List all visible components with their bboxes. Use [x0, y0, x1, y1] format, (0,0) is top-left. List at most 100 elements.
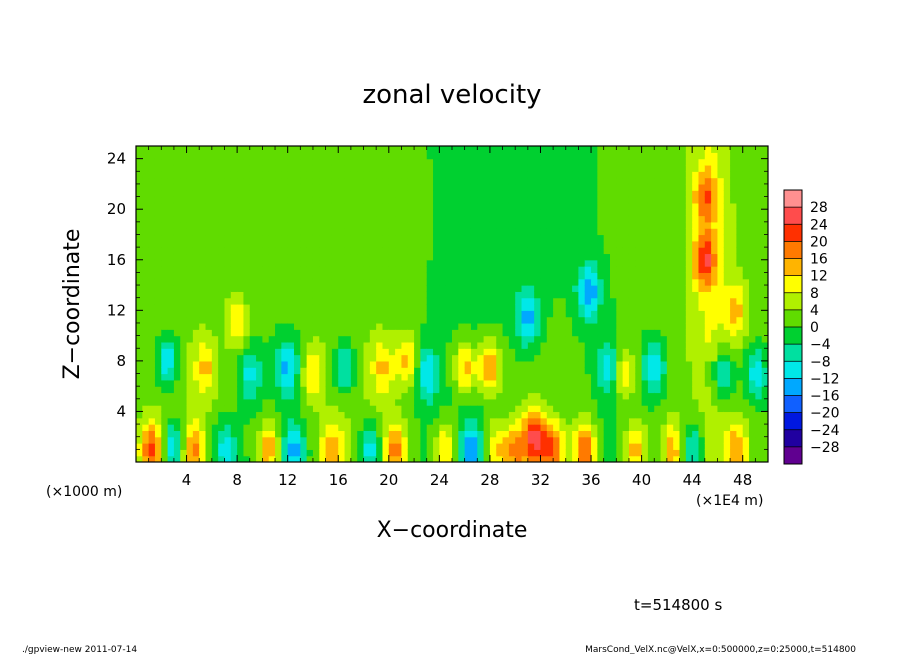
heatmap-cell [281, 291, 289, 299]
heatmap-cell [483, 405, 491, 413]
heatmap-cell [363, 247, 371, 255]
heatmap-cell [749, 405, 756, 413]
heatmap-cell [249, 183, 257, 191]
heatmap-cell [395, 196, 403, 204]
heatmap-cell [275, 322, 282, 330]
heatmap-cell [420, 360, 428, 368]
heatmap-cell [622, 322, 630, 330]
heatmap-cell [445, 405, 453, 413]
heatmap-cell [698, 247, 706, 255]
heatmap-cell [192, 240, 200, 248]
heatmap-cell [559, 297, 567, 305]
heatmap-cell [591, 449, 598, 457]
heatmap-cell [572, 436, 579, 444]
heatmap-cell [717, 228, 725, 236]
heatmap-cell [136, 310, 143, 318]
heatmap-cell [730, 373, 737, 381]
heatmap-cell [186, 285, 194, 292]
heatmap-cell [268, 360, 276, 368]
heatmap-cell [654, 373, 662, 381]
heatmap-cell [275, 278, 282, 286]
heatmap-cell [388, 379, 396, 387]
heatmap-cell [205, 304, 213, 311]
heatmap-cell [591, 411, 598, 419]
heatmap-cell [256, 291, 263, 299]
heatmap-cell [698, 228, 706, 236]
heatmap-cell [666, 164, 674, 172]
heatmap-cell [502, 272, 510, 280]
heatmap-cell [704, 373, 712, 381]
heatmap-cell [540, 360, 548, 368]
heatmap-cell [704, 392, 712, 400]
heatmap-cell [344, 443, 352, 450]
heatmap-cell [262, 430, 270, 438]
heatmap-cell [331, 373, 339, 381]
heatmap-cell [730, 348, 737, 356]
heatmap-cell [641, 164, 649, 172]
heatmap-cell [287, 240, 295, 248]
heatmap-cell [199, 379, 207, 387]
heatmap-cell [534, 335, 542, 343]
heatmap-cell [287, 297, 295, 305]
heatmap-cell [230, 272, 238, 280]
heatmap-cell [660, 379, 668, 387]
heatmap-cell [496, 158, 504, 166]
heatmap-cell [218, 373, 226, 381]
heatmap-cell [464, 190, 472, 198]
heatmap-cell [591, 215, 598, 223]
heatmap-cell [167, 183, 175, 191]
heatmap-cell [287, 373, 295, 381]
heatmap-cell [237, 436, 245, 444]
heatmap-cell [136, 221, 143, 229]
heatmap-cell [268, 259, 276, 267]
heatmap-cell [527, 158, 535, 166]
heatmap-cell [350, 202, 358, 210]
heatmap-cell [161, 348, 169, 356]
heatmap-cell [414, 335, 421, 343]
heatmap-cell [249, 405, 257, 413]
heatmap-cell [654, 424, 662, 431]
heatmap-cell [300, 247, 308, 255]
heatmap-cell [742, 443, 750, 450]
heatmap-cell [445, 348, 453, 356]
heatmap-cell [281, 209, 289, 217]
heatmap-cell [369, 146, 377, 153]
heatmap-cell [395, 291, 403, 299]
heatmap-cell [268, 367, 276, 375]
heatmap-cell [597, 240, 605, 248]
heatmap-cell [761, 297, 768, 305]
heatmap-cell [395, 247, 403, 255]
heatmap-cell [325, 297, 333, 305]
heatmap-cell [433, 285, 440, 292]
heatmap-cell [306, 354, 314, 362]
heatmap-cell [616, 335, 624, 343]
heatmap-cell [458, 196, 466, 204]
heatmap-cell [540, 430, 548, 438]
heatmap-cell [660, 411, 668, 419]
heatmap-cell [338, 367, 346, 375]
heatmap-cell [186, 146, 194, 153]
heatmap-cell [641, 171, 649, 179]
heatmap-cell [256, 443, 263, 450]
heatmap-cell [679, 373, 687, 381]
heatmap-cell [761, 196, 768, 204]
heatmap-cell [610, 417, 617, 425]
heatmap-cell [679, 316, 687, 324]
heatmap-cell [616, 146, 624, 153]
heatmap-cell [148, 310, 156, 318]
heatmap-cell [452, 322, 459, 330]
heatmap-cell [218, 354, 226, 362]
heatmap-cell [167, 304, 175, 311]
heatmap-cell [211, 171, 219, 179]
heatmap-cell [237, 285, 245, 292]
heatmap-cell [527, 417, 535, 425]
heatmap-cell [591, 367, 598, 375]
heatmap-cell [199, 177, 207, 185]
heatmap-cell [452, 253, 459, 261]
heatmap-cell [673, 322, 681, 330]
heatmap-cell [275, 259, 282, 267]
heatmap-cell [294, 392, 301, 400]
heatmap-cell [420, 417, 428, 425]
heatmap-cell [148, 202, 156, 210]
heatmap-cell [755, 310, 763, 318]
